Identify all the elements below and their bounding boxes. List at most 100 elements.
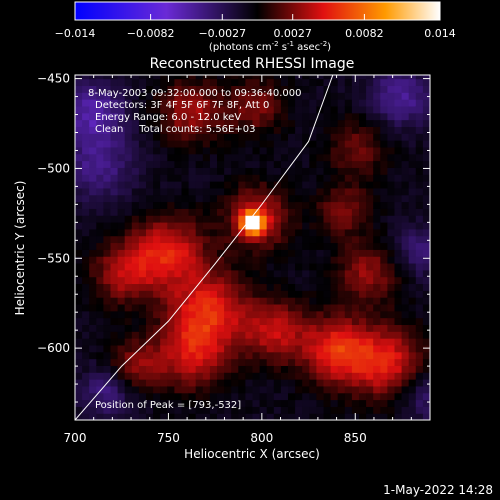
heatmap-cell [295,235,303,244]
heatmap-cell [408,126,417,134]
heatmap-cell [117,126,126,134]
heatmap-cell [146,146,154,155]
heatmap-cell [117,399,126,407]
heatmap-cell [231,174,239,182]
heatmap-cell [153,256,161,264]
heatmap-cell [110,235,119,244]
heatmap-cell [202,126,211,134]
heatmap-cell [359,160,367,168]
heatmap-cell [280,283,289,291]
heatmap-cell [131,413,140,420]
heatmap-cell [323,256,332,264]
heatmap-cell [160,119,168,127]
heatmap-cell [82,276,90,285]
heatmap-cell [167,297,175,305]
heatmap-cell [316,372,325,380]
heatmap-cell [330,133,339,141]
heatmap-cell [373,310,381,319]
heatmap-cell [195,249,204,257]
heatmap-cell [146,174,154,182]
heatmap-cell [309,92,317,100]
heatmap-cell [316,324,325,332]
heatmap-cell [188,283,197,291]
heatmap-cell [337,153,346,162]
heatmap-cell [117,317,126,326]
heatmap-cell [373,399,381,407]
heatmap-cell [124,194,133,203]
heatmap-cell [117,365,126,373]
heatmap-cell [280,256,289,264]
heatmap-cell [380,126,388,134]
heatmap-cell [422,146,430,155]
heatmap-cell [323,413,332,420]
heatmap-cell [430,72,438,79]
heatmap-cell [124,385,133,394]
heatmap-cell [316,153,325,162]
heatmap-cell [302,262,310,271]
heatmap-cell [103,317,112,326]
heatmap-cell [231,385,239,394]
heatmap-cell [359,167,367,175]
heatmap-cell [273,324,282,332]
heatmap-cell [359,119,367,127]
heatmap-cell [330,249,339,257]
heatmap-cell [82,379,90,387]
heatmap-cell [160,276,168,285]
heatmap-cell [195,112,204,121]
heatmap-cell [401,344,410,353]
heatmap-cell [430,331,438,338]
heatmap-cell [373,372,381,380]
heatmap-cell [181,215,190,223]
heatmap-cell [344,187,353,196]
heatmap-cell [153,126,161,134]
heatmap-cell [138,269,147,278]
annotation-block: 8-May-2003 09:32:00.000 to 09:36:40.000 … [88,88,301,135]
heatmap-cell [153,92,161,100]
heatmap-cell [366,351,374,360]
heatmap-cell [408,392,417,401]
heatmap-cell [202,167,211,175]
heatmap-cell [238,160,246,168]
heatmap-cell [394,208,403,216]
heatmap-cell [181,153,190,162]
heatmap-cell [344,153,353,162]
heatmap-cell [231,331,239,339]
heatmap-cell [238,372,246,380]
heatmap-cell [195,297,204,305]
heatmap-cell [146,262,154,271]
heatmap-cell [138,140,147,148]
heatmap-cell [337,413,346,420]
heatmap-cell [330,358,339,366]
heatmap-cell [387,167,396,175]
heatmap-cell [146,392,154,401]
heatmap-cell [288,85,296,93]
heatmap-cell [422,338,430,346]
heatmap-cell [273,194,282,203]
heatmap-cell [245,310,254,319]
heatmap-cell [295,181,303,189]
heatmap-cell [238,406,246,414]
heatmap-cell [146,208,154,216]
heatmap-cell [167,153,175,162]
heatmap-cell [252,392,261,401]
heatmap-cell [217,146,225,155]
heatmap-cell [373,181,381,189]
heatmap-cell [351,194,360,203]
heatmap-cell [309,201,317,209]
heatmap-cell [146,344,154,353]
heatmap-cell [252,413,261,420]
heatmap-cell [238,303,246,312]
heatmap-cell [387,406,396,414]
heatmap-cell [202,351,211,360]
heatmap-cell [359,75,367,80]
heatmap-cell [245,119,254,127]
heatmap-cell [209,153,218,162]
heatmap-cell [259,146,268,155]
heatmap-cell [373,167,381,175]
heatmap-cell [160,228,168,237]
heatmap-cell [351,399,360,407]
heatmap-cell [153,392,161,401]
heatmap-cell [302,174,310,182]
heatmap-cell [323,112,332,121]
heatmap-cell [330,85,339,93]
